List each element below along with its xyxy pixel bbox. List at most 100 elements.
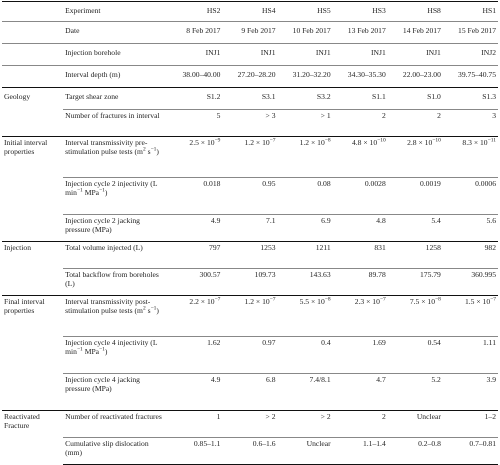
parameter-label: Total backflow from boreholes (L)	[63, 268, 168, 296]
parameter-label: Target shear zone	[63, 87, 168, 110]
cell-hs4: 109.73	[222, 268, 278, 296]
cell-hs5: > 2	[277, 410, 333, 438]
cell-hs3: 13 Feb 2017	[332, 21, 388, 44]
table-row-init-transmissivity: Initial interval properties Interval tran…	[2, 136, 498, 242]
cell-hs4: 6.8	[222, 373, 278, 411]
parameter-label: Injection cycle 4 injectivity (L min−1 M…	[63, 336, 168, 374]
cell-hs4: 0.95	[222, 177, 278, 215]
cell-hs2: 1	[167, 410, 223, 438]
cell-hs8: HS8	[387, 1, 443, 22]
cell-hs3: 831	[332, 241, 388, 269]
category-label: Injection	[2, 241, 64, 296]
cell-hs3: 4.8	[332, 214, 388, 242]
cell-hs1: 1–2	[442, 410, 498, 438]
parameter-label: Injection cycle 2 jacking pressure (MPa)	[63, 214, 168, 242]
cell-hs8: 1258	[387, 241, 443, 269]
cell-hs5: 31.20–32.20	[277, 65, 333, 88]
parameter-label: Injection cycle 4 jacking pressure (MPa)	[63, 373, 168, 411]
cell-hs1: 3	[442, 109, 498, 137]
cell-hs3: HS3	[332, 1, 388, 22]
cell-hs8: 0.2–0.8	[387, 437, 443, 465]
cell-hs8: INJ1	[387, 43, 443, 66]
cell-hs2: 797	[167, 241, 223, 269]
cell-hs8: 0.0019	[387, 177, 443, 215]
table-row-cycle2-injectivity: Injection cycle 2 injectivity (L min−1 M…	[2, 177, 498, 215]
cell-hs2: 2.5 × 10−9	[167, 136, 223, 178]
cell-hs3: 2.3 × 10−7	[332, 295, 388, 337]
cell-hs8: 7.5 × 10−8	[387, 295, 443, 337]
parameter-label: Injection borehole	[63, 43, 168, 66]
category-blank	[2, 21, 64, 44]
cell-hs5: S3.2	[277, 87, 333, 110]
cell-hs4: 7.1	[222, 214, 278, 242]
cell-hs1: S1.3	[442, 87, 498, 110]
table-row-borehole: Injection borehole INJ1 INJ1 INJ1 INJ1 INJ1 IN…	[2, 43, 498, 66]
table-row-backflow: Total backflow from boreholes (L) 300.57 1…	[2, 268, 498, 296]
table-row-volume-injected: Injection Total volume injected (L) 797 125…	[2, 241, 498, 296]
table-row-experiment: Experiment HS2 HS4 HS5 HS3 HS8 HS1	[2, 1, 498, 22]
cell-hs2: 2.2 × 10−7	[167, 295, 223, 337]
table-row-cycle4-injectivity: Injection cycle 4 injectivity (L min−1 M…	[2, 336, 498, 374]
table-row-reactivated: Reactivated Fracture Number of reactivate…	[2, 410, 498, 465]
cell-hs2: S1.2	[167, 87, 223, 110]
parameter-label: Interval transmissivity post-stimulation…	[63, 295, 168, 337]
cell-hs4: 1.2 × 10−7	[222, 136, 278, 178]
parameter-label: Number of reactivated fractures	[63, 410, 168, 438]
cell-hs8: 175.79	[387, 268, 443, 296]
cell-hs3: INJ1	[332, 43, 388, 66]
cell-hs2: 300.57	[167, 268, 223, 296]
cell-hs3: 2	[332, 109, 388, 137]
cell-hs4: INJ1	[222, 43, 278, 66]
cell-hs8: 22.00–23.00	[387, 65, 443, 88]
cell-hs8: 0.54	[387, 336, 443, 374]
cell-hs1: INJ2	[442, 43, 498, 66]
cell-hs3: 4.7	[332, 373, 388, 411]
cell-hs1: 15 Feb 2017	[442, 21, 498, 44]
cell-hs5: Unclear	[277, 437, 333, 465]
cell-hs3: 34.30–35.30	[332, 65, 388, 88]
parameter-label: Cumulative slip dislocation (mm)	[63, 437, 168, 465]
cell-hs8: 2	[387, 109, 443, 137]
cell-hs3: 89.78	[332, 268, 388, 296]
cell-hs5: > 1	[277, 109, 333, 137]
cell-hs4: 0.6–1.6	[222, 437, 278, 465]
cell-hs2: 4.9	[167, 373, 223, 411]
cell-hs1: HS1	[442, 1, 498, 22]
cell-hs5: INJ1	[277, 43, 333, 66]
parameter-label: Date	[63, 21, 168, 44]
cell-hs5: 5.5 × 10−8	[277, 295, 333, 337]
cell-hs8: 5.4	[387, 214, 443, 242]
cell-hs1: 8.3 × 10−11	[442, 136, 498, 178]
cell-hs2: 8 Feb 2017	[167, 21, 223, 44]
cell-hs2: 0.018	[167, 177, 223, 215]
cell-hs2: 38.00–40.00	[167, 65, 223, 88]
parameter-label: Total volume injected (L)	[63, 241, 168, 269]
cell-hs3: S1.1	[332, 87, 388, 110]
cell-hs2: 4.9	[167, 214, 223, 242]
parameter-label: Interval depth (m)	[63, 65, 168, 88]
table-row-date: Date 8 Feb 2017 9 Feb 2017 10 Feb 2017 13 Fe…	[2, 21, 498, 44]
table-row-depth: Interval depth (m) 38.00–40.00 27.20–28.20…	[2, 65, 498, 88]
parameter-label: Injection cycle 2 injectivity (L min−1 M…	[63, 177, 168, 215]
parameter-label: Number of fractures in interval	[63, 109, 168, 137]
cell-hs4: S3.1	[222, 87, 278, 110]
cell-hs4: 1.2 × 10−7	[222, 295, 278, 337]
cell-hs5: 10 Feb 2017	[277, 21, 333, 44]
cell-hs1: 5.6	[442, 214, 498, 242]
cell-hs5: 1211	[277, 241, 333, 269]
cell-hs5: 1.2 × 10−8	[277, 136, 333, 178]
cell-hs1: 3.9	[442, 373, 498, 411]
cell-hs1: 1.11	[442, 336, 498, 374]
cell-hs4: > 3	[222, 109, 278, 137]
cell-hs1: 39.75–40.75	[442, 65, 498, 88]
table-row-shear-zone: Geology Target shear zone S1.2 S3.1 S3.2 S1.1…	[2, 87, 498, 137]
cell-hs5: 0.4	[277, 336, 333, 374]
cell-hs8: 2.8 × 10−10	[387, 136, 443, 178]
category-blank	[2, 43, 64, 66]
cell-hs2: 0.85–1.1	[167, 437, 223, 465]
cell-hs1: 1.5 × 10−7	[442, 295, 498, 337]
cell-hs8: Unclear	[387, 410, 443, 438]
